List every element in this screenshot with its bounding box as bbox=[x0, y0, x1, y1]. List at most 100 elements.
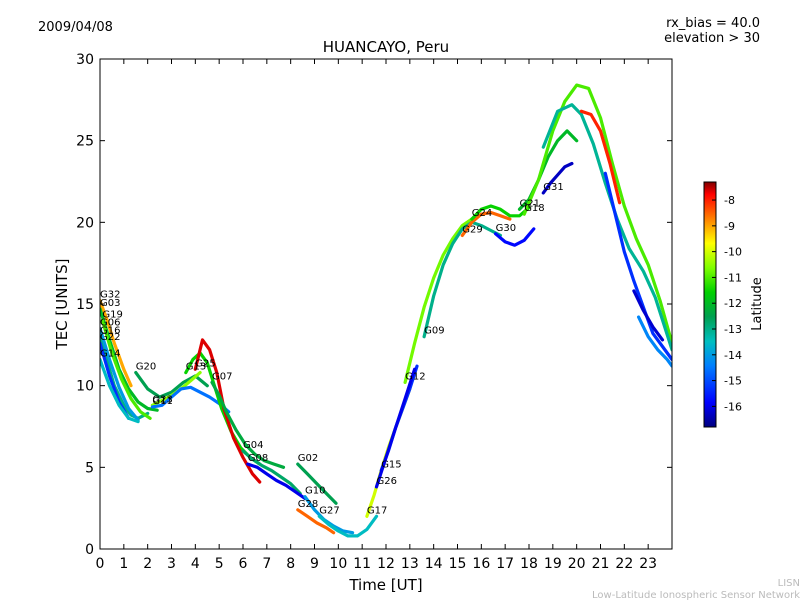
colorbar-tick-label: -15 bbox=[724, 375, 742, 388]
series-line-g06 bbox=[100, 326, 140, 422]
x-tick-label: 6 bbox=[239, 556, 248, 572]
x-tick-label: 1 bbox=[119, 556, 128, 572]
x-tick-label: 4 bbox=[191, 556, 200, 572]
satellite-label-g30: G30 bbox=[496, 223, 516, 234]
series-line-trace-30 bbox=[541, 103, 672, 352]
y-tick-label: 30 bbox=[76, 52, 94, 68]
series-line-trace-34 bbox=[637, 315, 672, 368]
series-line-g26 bbox=[374, 367, 417, 489]
satellite-label-g28: G28 bbox=[298, 499, 318, 510]
satellite-label-g14: G14 bbox=[100, 349, 120, 360]
satellite-label-g10: G10 bbox=[305, 486, 325, 497]
satellite-label-g12: G12 bbox=[405, 371, 425, 382]
x-tick-label: 16 bbox=[472, 556, 490, 572]
satellite-label-g08: G08 bbox=[248, 453, 268, 464]
y-tick-label: 10 bbox=[76, 379, 94, 395]
x-tick-label: 19 bbox=[544, 556, 562, 572]
colorbar-tick-label: -8 bbox=[724, 194, 735, 207]
satellite-label-g11: G11 bbox=[152, 396, 172, 407]
series-line-g09 bbox=[422, 220, 502, 339]
colorbar bbox=[703, 181, 717, 428]
colorbar-tick-label: -11 bbox=[724, 271, 742, 284]
series-line-g02 bbox=[296, 462, 338, 505]
x-tick-label: 23 bbox=[639, 556, 657, 572]
y-tick-label: 15 bbox=[76, 297, 94, 313]
satellite-label-g15: G15 bbox=[381, 460, 401, 471]
y-tick-label: 20 bbox=[76, 215, 94, 231]
satellite-label-g21: G21 bbox=[520, 198, 540, 209]
x-tick-label: 9 bbox=[310, 556, 319, 572]
series-line-g24 bbox=[470, 204, 531, 221]
series-line-g29 bbox=[460, 210, 512, 237]
satellite-label-g29: G29 bbox=[462, 224, 482, 235]
colorbar-label: Latitude bbox=[750, 277, 765, 331]
x-tick-label: 7 bbox=[262, 556, 271, 572]
series-line-g07 bbox=[210, 380, 286, 469]
x-axis-ticks: 0 1 2 3 4 5 6 7 8 9 10 11 12 13 14 15 16 17 18 19 20 21 22 23 bbox=[96, 59, 657, 572]
satellite-label-g13: G13 bbox=[186, 362, 206, 373]
satellite-label-g03: G03 bbox=[100, 298, 120, 309]
x-tick-label: 0 bbox=[96, 556, 105, 572]
x-tick-label: 21 bbox=[592, 556, 610, 572]
series-line-g12 bbox=[403, 217, 474, 384]
y-tick-label: 5 bbox=[85, 460, 94, 476]
satellite-label-g25: G25 bbox=[195, 358, 215, 369]
satellite-label-g18: G18 bbox=[524, 203, 544, 214]
footer-network: Low-Latitude Ionospheric Sensor Network bbox=[592, 590, 800, 600]
x-tick-label: 12 bbox=[377, 556, 395, 572]
x-tick-label: 20 bbox=[568, 556, 586, 572]
x-tick-label: 14 bbox=[425, 556, 443, 572]
series-line-trace-32 bbox=[603, 171, 672, 362]
satellite-label-g17: G17 bbox=[367, 505, 387, 516]
footer-lisn: LISN bbox=[778, 578, 800, 589]
y-axis-ticks: 0 5 10 15 20 25 30 bbox=[76, 52, 672, 558]
y-tick-label: 0 bbox=[85, 542, 94, 558]
x-tick-label: 17 bbox=[496, 556, 514, 572]
series-line-g31 bbox=[541, 161, 574, 195]
x-axis-label: Time [UT] bbox=[348, 576, 422, 594]
series-line-g32 bbox=[100, 299, 133, 388]
x-tick-label: 18 bbox=[520, 556, 538, 572]
series-line-g27 bbox=[317, 514, 379, 538]
x-tick-label: 11 bbox=[353, 556, 371, 572]
colorbar-tick-label: -9 bbox=[724, 220, 735, 233]
satellite-label-g19: G19 bbox=[102, 309, 122, 320]
series-line-trace-31 bbox=[579, 109, 622, 205]
series-line-g30 bbox=[494, 227, 536, 247]
satellite-label-g22: G22 bbox=[100, 332, 120, 343]
series-line-g19 bbox=[100, 318, 152, 420]
colorbar-tick-label: -13 bbox=[724, 323, 742, 336]
x-tick-label: 13 bbox=[401, 556, 419, 572]
colorbar-tick-label: -14 bbox=[724, 349, 742, 362]
series-line-trace-33 bbox=[632, 289, 665, 342]
satellite-label-g04: G04 bbox=[243, 440, 263, 451]
x-tick-label: 3 bbox=[167, 556, 176, 572]
x-tick-label: 8 bbox=[286, 556, 295, 572]
x-tick-label: 10 bbox=[329, 556, 347, 572]
chart-title: HUANCAYO, Peru bbox=[323, 38, 449, 56]
series-line-g14 bbox=[100, 357, 140, 424]
rx-bias-label: rx_bias = 40.0 bbox=[666, 16, 760, 31]
satellite-label-g26: G26 bbox=[377, 476, 397, 487]
series-line-g08 bbox=[246, 462, 307, 500]
series-line-g11 bbox=[150, 385, 231, 414]
colorbar-ticks: -8 -9 -10 -11 -12 -13 -14 -15 -16 bbox=[712, 194, 742, 413]
satellite-label-g27: G27 bbox=[319, 505, 339, 516]
colorbar-tick-label: -16 bbox=[724, 400, 742, 413]
satellite-label-g24: G24 bbox=[472, 208, 492, 219]
series-line-g18 bbox=[522, 83, 672, 345]
y-tick-label: 25 bbox=[76, 134, 94, 150]
satellite-label-g32: G32 bbox=[100, 290, 120, 301]
satellite-label-g23: G23 bbox=[152, 394, 172, 405]
satellite-label-g09: G09 bbox=[424, 326, 444, 337]
x-tick-label: 2 bbox=[143, 556, 152, 572]
colorbar-tick-label: -10 bbox=[724, 246, 742, 259]
satellite-label-g06: G06 bbox=[100, 318, 120, 329]
satellite-label-g31: G31 bbox=[543, 182, 563, 193]
series-line-g28 bbox=[296, 508, 336, 535]
satellite-label-g07: G07 bbox=[212, 371, 232, 382]
elevation-label: elevation > 30 bbox=[664, 31, 760, 46]
date-label: 2009/04/08 bbox=[38, 20, 113, 35]
